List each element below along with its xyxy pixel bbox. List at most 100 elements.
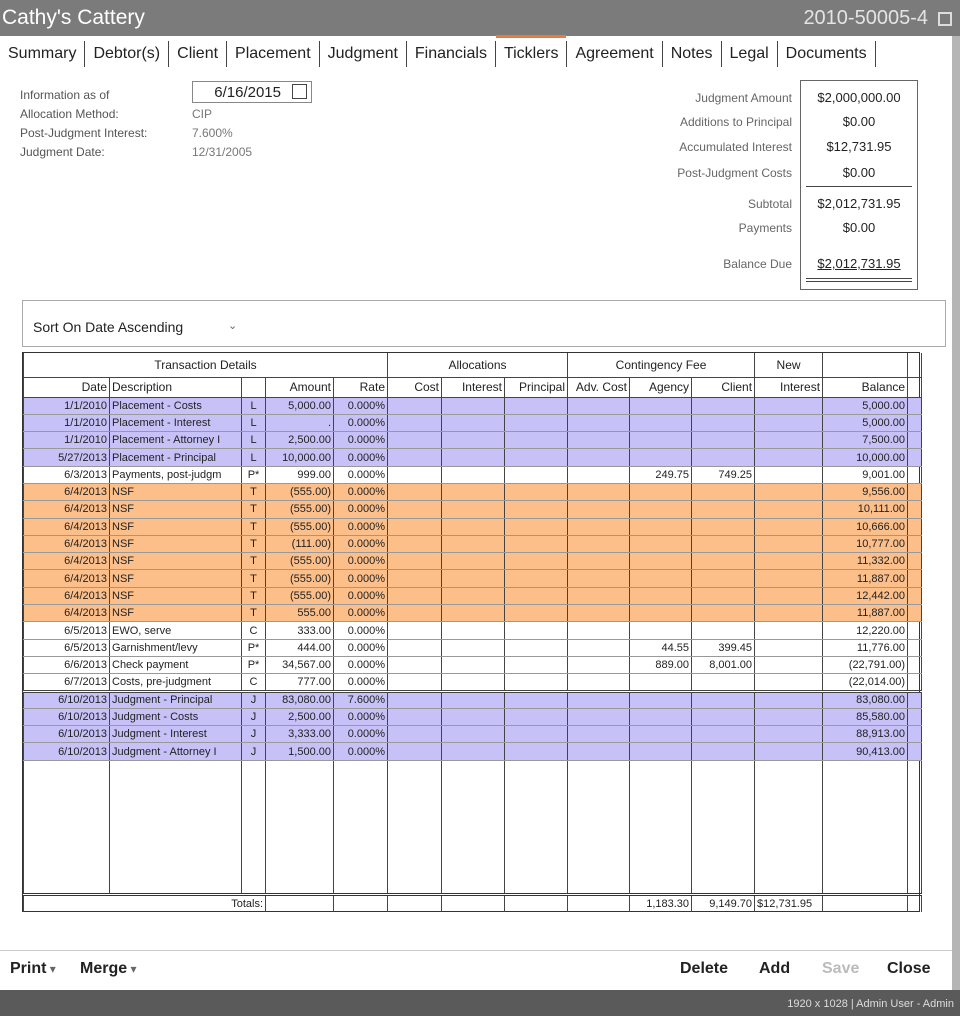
toolbar-button[interactable]: Delete bbox=[680, 960, 729, 977]
grid-cell bbox=[387, 500, 442, 519]
grid-cell bbox=[503, 552, 569, 571]
tab[interactable]: Debtor(s) bbox=[85, 41, 170, 67]
grid-cell bbox=[629, 414, 693, 433]
tab[interactable]: Financials bbox=[407, 41, 496, 67]
transaction-row[interactable]: 6/4/2013 NSF T (555.00) 0.000% 12,442.00 bbox=[23, 587, 923, 606]
separator bbox=[0, 950, 952, 951]
toolbar-button[interactable]: Close bbox=[887, 960, 931, 977]
empty-cell bbox=[567, 892, 631, 912]
grid-cell bbox=[503, 397, 569, 415]
tab[interactable]: Ticklers bbox=[495, 35, 568, 67]
grid-cell: 85,580.00 bbox=[822, 708, 909, 727]
empty-cell bbox=[754, 760, 824, 894]
date-picker[interactable]: 6/16/2015 bbox=[192, 81, 312, 103]
grid-cell bbox=[503, 414, 569, 433]
transaction-row[interactable]: 6/4/2013 NSF T (555.00) 0.000% 11,332.00 bbox=[23, 552, 923, 571]
grid-cell: 7.600% bbox=[333, 689, 388, 709]
column-header: Amount bbox=[265, 377, 334, 398]
grid-cell: 6/4/2013 bbox=[23, 587, 110, 606]
tab[interactable]: Judgment bbox=[320, 41, 407, 67]
transaction-row[interactable]: 6/5/2013 Garnishment/levy P* 444.00 0.000% 44… bbox=[23, 639, 923, 657]
transaction-row[interactable]: 6/4/2013 NSF T 555.00 0.000% 11,887.00 bbox=[23, 604, 923, 623]
toolbar-button[interactable]: Print bbox=[10, 960, 56, 978]
empty-cell bbox=[265, 760, 334, 894]
transaction-row[interactable]: 1/1/2010 Placement - Costs L 5,000.00 0.000%… bbox=[23, 397, 923, 415]
grid-cell bbox=[441, 397, 505, 415]
grid-cell bbox=[387, 483, 442, 502]
transaction-row[interactable]: 6/7/2013 Costs, pre-judgment C 777.00 0.000%… bbox=[23, 673, 923, 692]
grid-cell: 6/10/2013 bbox=[23, 742, 110, 761]
case-number: 2010-50005-4 bbox=[803, 7, 928, 29]
tab[interactable]: Client bbox=[169, 41, 228, 67]
tab[interactable]: Notes bbox=[663, 41, 722, 67]
summary-label: Balance Due bbox=[723, 257, 792, 271]
transaction-row[interactable]: 6/10/2013 Judgment - Attorney I J 1,500.00 0… bbox=[23, 742, 923, 761]
grid-cell bbox=[754, 500, 824, 519]
transaction-row[interactable]: 1/1/2010 Placement - Interest L. 0.000% 5,00… bbox=[23, 414, 923, 433]
transaction-row[interactable]: 6/4/2013 NSF T (555.00) 0.000% 9,556.00 bbox=[23, 483, 923, 502]
transaction-row[interactable]: 6/10/2013 Judgment - Interest J 3,333.00 0.0… bbox=[23, 725, 923, 744]
grid-cell: C bbox=[241, 621, 266, 640]
grid-cell bbox=[567, 431, 631, 450]
scroll-cell bbox=[907, 500, 923, 519]
tab[interactable]: Agreement bbox=[567, 41, 663, 67]
sort-label: Sort On Date Ascending bbox=[33, 319, 184, 335]
grid-cell bbox=[387, 431, 442, 450]
grid-cell bbox=[387, 397, 442, 415]
transaction-row[interactable]: 5/27/2013 Placement - Principal L 10,000.00… bbox=[23, 448, 923, 467]
scroll-cell bbox=[907, 708, 923, 727]
grid-cell bbox=[691, 397, 756, 415]
total-agency: 1,183.30 bbox=[629, 892, 693, 912]
toolbar-button[interactable]: Merge bbox=[80, 960, 136, 978]
grid-cell bbox=[441, 483, 505, 502]
total-client: 9,149.70 bbox=[691, 892, 756, 912]
grid-cell bbox=[567, 673, 631, 692]
grid-cell bbox=[754, 673, 824, 692]
dropdown-button[interactable] bbox=[292, 84, 307, 99]
grid-cell: 5,000.00 bbox=[822, 414, 909, 433]
summary-value: $2,012,731.95 bbox=[817, 256, 901, 271]
grid-cell bbox=[691, 569, 756, 588]
column-header: Agency bbox=[629, 377, 693, 398]
double-rule bbox=[806, 278, 912, 282]
transaction-row[interactable]: 6/10/2013 Judgment - Principal J 83,080.00 7… bbox=[23, 689, 923, 709]
grid-cell bbox=[691, 621, 756, 640]
info-value: 7.600% bbox=[192, 126, 233, 140]
summary-label: Judgment Amount bbox=[695, 91, 792, 105]
transaction-row[interactable]: 6/4/2013 NSF T (555.00) 0.000% 10,111.00 bbox=[23, 500, 923, 519]
grid-cell: 7,500.00 bbox=[822, 431, 909, 450]
grid-cell bbox=[754, 689, 824, 709]
sort-dropdown[interactable]: Sort On Date Ascending ⌄ bbox=[22, 300, 946, 347]
transaction-row[interactable]: 6/3/2013 Payments, post-judgm P* 999.00 0.00… bbox=[23, 466, 923, 484]
pin-button[interactable] bbox=[938, 12, 952, 26]
grid-cell bbox=[503, 621, 569, 640]
grid-cell: C bbox=[241, 673, 266, 692]
transaction-row[interactable]: 6/6/2013 Check payment P* 34,567.00 0.000% 88… bbox=[23, 656, 923, 675]
grid-cell bbox=[387, 725, 442, 744]
grid-cell: NSF bbox=[109, 483, 242, 502]
tab[interactable]: Summary bbox=[0, 41, 86, 67]
transaction-row[interactable]: 6/4/2013 NSF T (111.00) 0.000% 10,777.00 bbox=[23, 535, 923, 554]
grid-cell bbox=[567, 466, 631, 484]
grid-cell: 0.000% bbox=[333, 552, 388, 571]
grid-cell bbox=[387, 587, 442, 606]
grid-cell: 12,220.00 bbox=[822, 621, 909, 640]
grid-cell bbox=[691, 535, 756, 554]
transaction-row[interactable]: 1/1/2010 Placement - Attorney I L 2,500.00 0… bbox=[23, 431, 923, 450]
grid-cell: J bbox=[241, 725, 266, 744]
transaction-grid: Transaction Details Allocations Contingenc… bbox=[22, 352, 923, 912]
transaction-row[interactable]: 6/10/2013 Judgment - Costs J 2,500.00 0.000%… bbox=[23, 708, 923, 727]
grid-cell bbox=[691, 431, 756, 450]
empty-cell bbox=[441, 760, 505, 894]
grid-cell bbox=[629, 569, 693, 588]
scroll-cell bbox=[907, 639, 923, 657]
tab[interactable]: Placement bbox=[227, 41, 320, 67]
tab[interactable]: Legal bbox=[722, 41, 778, 67]
transaction-row[interactable]: 6/4/2013 NSF T (555.00) 0.000% 11,887.00 bbox=[23, 569, 923, 588]
transaction-row[interactable]: 6/5/2013 EWO, serve C 333.00 0.000% 12,220.00 bbox=[23, 621, 923, 640]
tab[interactable]: Documents bbox=[778, 41, 876, 67]
grid-cell: 2,500.00 bbox=[265, 431, 334, 450]
toolbar-button[interactable]: Add bbox=[759, 960, 791, 977]
transaction-row[interactable]: 6/4/2013 NSF T (555.00) 0.000% 10,666.00 bbox=[23, 518, 923, 536]
